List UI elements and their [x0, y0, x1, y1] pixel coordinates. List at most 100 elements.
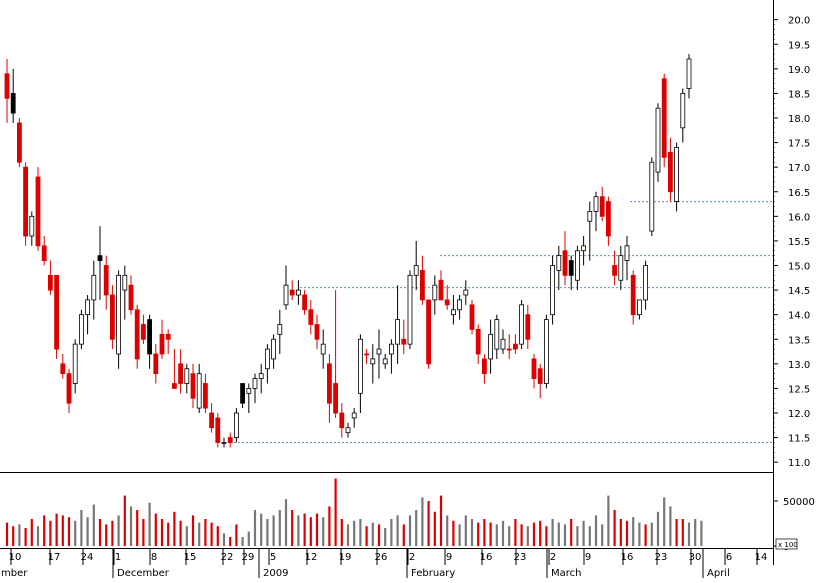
- candle-body: [333, 383, 339, 414]
- price-tick-label: 15.5: [788, 237, 810, 248]
- candle-body: [122, 274, 128, 291]
- candle-body: [91, 274, 97, 301]
- candle-body: [612, 265, 617, 276]
- candle-body: [686, 58, 692, 89]
- candle-body: [72, 343, 78, 384]
- candle-body: [419, 270, 425, 301]
- time-tick-label: 16: [480, 552, 493, 563]
- month-label: mber: [1, 568, 28, 578]
- candle-body: [209, 412, 215, 429]
- month-label: April: [707, 568, 730, 578]
- candle-body: [184, 368, 190, 384]
- candle-body: [140, 324, 146, 340]
- candle-body: [537, 368, 543, 384]
- price-tick-label: 13.0: [788, 360, 810, 371]
- candle-body: [475, 329, 481, 355]
- candle-body: [364, 353, 370, 356]
- candle-body: [48, 274, 53, 291]
- time-tick-label: 2: [409, 552, 415, 563]
- candle-body: [29, 215, 35, 237]
- candle-body: [178, 363, 184, 384]
- candle-body: [643, 265, 648, 301]
- candle-body: [649, 161, 655, 232]
- candle-body: [339, 412, 345, 429]
- volume-multiplier-label: x 100: [778, 541, 798, 549]
- price-tick-label: 11.5: [788, 434, 810, 445]
- candle-body: [351, 412, 357, 419]
- candle-body: [16, 122, 22, 163]
- candle-body: [575, 250, 580, 281]
- candle-body: [283, 284, 289, 306]
- candle-body: [382, 358, 388, 365]
- candle-body: [171, 383, 177, 389]
- candle-body: [376, 348, 382, 355]
- candle-body: [147, 319, 153, 355]
- price-tick-label: 14.0: [788, 311, 810, 322]
- candle-body: [668, 152, 673, 193]
- candle-body: [41, 245, 47, 261]
- time-tick-label: 22: [221, 552, 234, 563]
- price-tick-label: 17.5: [788, 139, 810, 150]
- candle-body: [264, 348, 270, 370]
- candle-body: [450, 309, 456, 316]
- price-tick-label: 11.0: [788, 458, 810, 469]
- candle-body: [618, 255, 624, 281]
- candle-body: [432, 284, 438, 301]
- candle-body: [401, 338, 407, 345]
- candle-body: [407, 274, 413, 345]
- time-tick-label: 2: [550, 552, 556, 563]
- time-tick-label: 16: [621, 552, 634, 563]
- candle-body: [395, 319, 401, 345]
- candle-body: [680, 93, 686, 129]
- candle-body: [258, 373, 264, 379]
- candle-body: [655, 107, 661, 173]
- candle-body: [494, 319, 500, 350]
- time-tick-label: 30: [689, 552, 702, 563]
- candle-body: [513, 343, 518, 350]
- month-label: February: [411, 568, 455, 578]
- time-tick-label: 10: [9, 552, 22, 563]
- candle-body: [550, 265, 555, 316]
- candle-body: [568, 260, 574, 276]
- candle-body: [326, 363, 332, 404]
- candle-body: [10, 93, 16, 114]
- candle-body: [593, 196, 599, 212]
- candle-body: [581, 245, 586, 252]
- month-label: December: [117, 568, 170, 578]
- candle-body: [500, 338, 506, 350]
- candle-body: [544, 319, 549, 384]
- candle-body: [221, 442, 227, 444]
- candle-body: [438, 279, 444, 301]
- candle-body: [103, 265, 109, 296]
- time-tick-label: 1: [115, 552, 121, 563]
- candle-body: [345, 427, 351, 434]
- candle-body: [246, 388, 252, 394]
- month-label: 2009: [263, 568, 288, 578]
- time-tick-label: 17: [48, 552, 61, 563]
- time-tick-label: 26: [375, 552, 388, 563]
- candle-body: [630, 274, 636, 316]
- candle-body: [277, 324, 283, 335]
- time-tick-label: 14: [755, 552, 768, 563]
- candle-body: [252, 378, 258, 389]
- time-tick-label: 23: [514, 552, 527, 563]
- candle-body: [240, 383, 246, 404]
- time-tick-label: 23: [655, 552, 668, 563]
- candle-body: [562, 250, 568, 276]
- candle-body: [128, 284, 134, 311]
- candle-body: [457, 299, 463, 311]
- price-tick-label: 20.0: [788, 16, 810, 27]
- candle-body: [196, 373, 202, 409]
- price-tick-label: 17.0: [788, 163, 810, 174]
- price-tick-label: 14.5: [788, 286, 810, 297]
- volume-multiplier-box: [775, 538, 798, 550]
- candle-body: [4, 73, 10, 99]
- candle-body: [587, 211, 593, 222]
- candle-body: [519, 304, 524, 345]
- candle-body: [481, 358, 487, 375]
- time-tick-label: 29: [242, 552, 255, 563]
- candle-body: [463, 289, 469, 296]
- price-tick-label: 18.0: [788, 114, 810, 125]
- candle-body: [525, 314, 531, 340]
